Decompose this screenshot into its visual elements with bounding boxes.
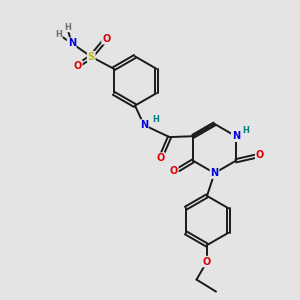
Text: H: H — [242, 126, 249, 135]
Text: N: N — [140, 120, 148, 130]
Text: O: O — [256, 150, 264, 160]
Text: O: O — [156, 153, 165, 163]
Text: O: O — [102, 34, 110, 44]
Text: N: N — [210, 168, 219, 178]
Text: O: O — [203, 256, 211, 267]
Text: O: O — [169, 166, 178, 176]
Text: H: H — [152, 115, 159, 124]
Text: N: N — [232, 131, 240, 141]
Text: H: H — [55, 30, 62, 39]
Text: S: S — [88, 52, 95, 62]
Text: N: N — [68, 38, 76, 48]
Text: H: H — [64, 22, 71, 32]
Text: O: O — [74, 61, 82, 71]
